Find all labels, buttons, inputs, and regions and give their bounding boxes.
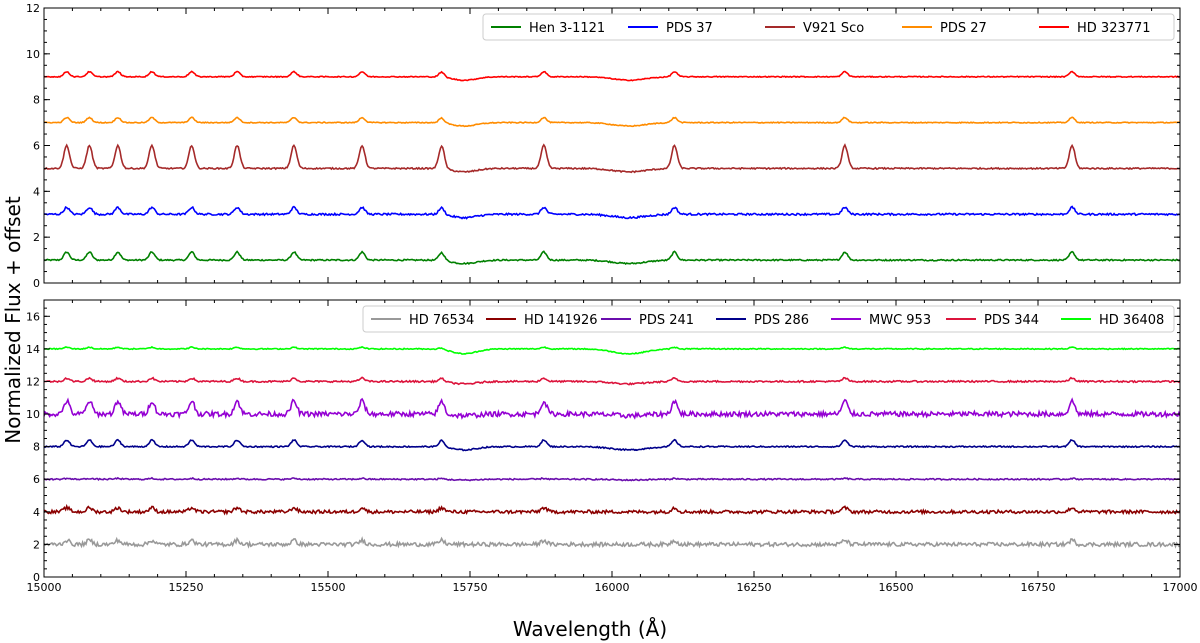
legend-label: PDS 27: [940, 21, 987, 36]
x-tick-label: 15000: [27, 581, 62, 594]
y-axis-label: Normalized Flux + offset: [1, 196, 25, 444]
legend-label: PDS 241: [639, 313, 694, 328]
y-tick-label: 6: [33, 473, 40, 486]
legend: HD 76534 HD 141926 PDS 241 PDS 286 MWC 953 PD…: [362, 305, 1175, 333]
legend-label: HD 141926: [524, 313, 598, 328]
y-tick-label: 2: [33, 231, 40, 244]
y-tick-label: 2: [33, 538, 40, 551]
series-line-hd-323771: [44, 70, 1180, 82]
legend-label: PDS 286: [754, 313, 809, 328]
x-tick-label: 17000: [1163, 581, 1198, 594]
legend-box: [482, 13, 1175, 41]
legend-label: V921 Sco: [803, 21, 864, 36]
y-tick-label: 16: [26, 310, 40, 323]
x-axis-label: Wavelength (Å): [513, 617, 667, 641]
y-tick-label: 8: [33, 441, 40, 454]
series-line-mwc-953: [44, 397, 1180, 420]
x-tick-label: 15750: [453, 581, 488, 594]
series-line-pds-241: [44, 476, 1180, 482]
series-line-hd-76534: [44, 536, 1180, 549]
series-line-hd-36408: [44, 345, 1180, 355]
series-line-pds-286: [44, 438, 1180, 452]
x-tick-label: 16500: [879, 581, 914, 594]
y-tick-label: 14: [26, 343, 40, 356]
y-tick-label: 10: [26, 408, 40, 421]
series-line-v921-sco: [44, 143, 1180, 174]
series-line-pds-27: [44, 116, 1180, 128]
y-tick-label: 10: [26, 48, 40, 61]
y-tick-label: 0: [33, 571, 40, 584]
series-line-hd-141926: [44, 503, 1180, 516]
legend-label: PDS 37: [666, 21, 713, 36]
legend: Hen 3-1121 PDS 37 V921 Sco PDS 27 HD 323771: [482, 13, 1175, 41]
bottom-panel: 15000 15250 15500 15750 16000 16250 16500 16750…: [26, 299, 1198, 594]
y-tick-label: 12: [26, 2, 40, 15]
y-tick-label: 12: [26, 375, 40, 388]
legend-label: HD 323771: [1077, 21, 1151, 36]
legend-label: MWC 953: [869, 313, 931, 328]
series-line-pds-37: [44, 205, 1180, 220]
y-tick-label: 4: [33, 185, 40, 198]
y-tick-label: 8: [33, 94, 40, 107]
x-tick-label: 15250: [169, 581, 204, 594]
y-tick-label: 6: [33, 140, 40, 153]
x-tick-label: 16000: [595, 581, 630, 594]
legend-box: [362, 305, 1175, 333]
x-tick-label: 15500: [311, 581, 346, 594]
x-tick-label: 16750: [1021, 581, 1056, 594]
legend-label: PDS 344: [984, 313, 1039, 328]
y-tick-label: 4: [33, 506, 40, 519]
legend-label: HD 36408: [1099, 313, 1164, 328]
series-line-hen-3-1121: [44, 250, 1180, 266]
y-tick-label: 0: [33, 277, 40, 290]
series-lines: [44, 70, 1180, 266]
legend-label: HD 76534: [409, 313, 474, 328]
x-tick-label: 16250: [737, 581, 772, 594]
series-line-pds-344: [44, 376, 1180, 386]
series-lines: [44, 345, 1180, 549]
legend-label: Hen 3-1121: [529, 21, 605, 36]
